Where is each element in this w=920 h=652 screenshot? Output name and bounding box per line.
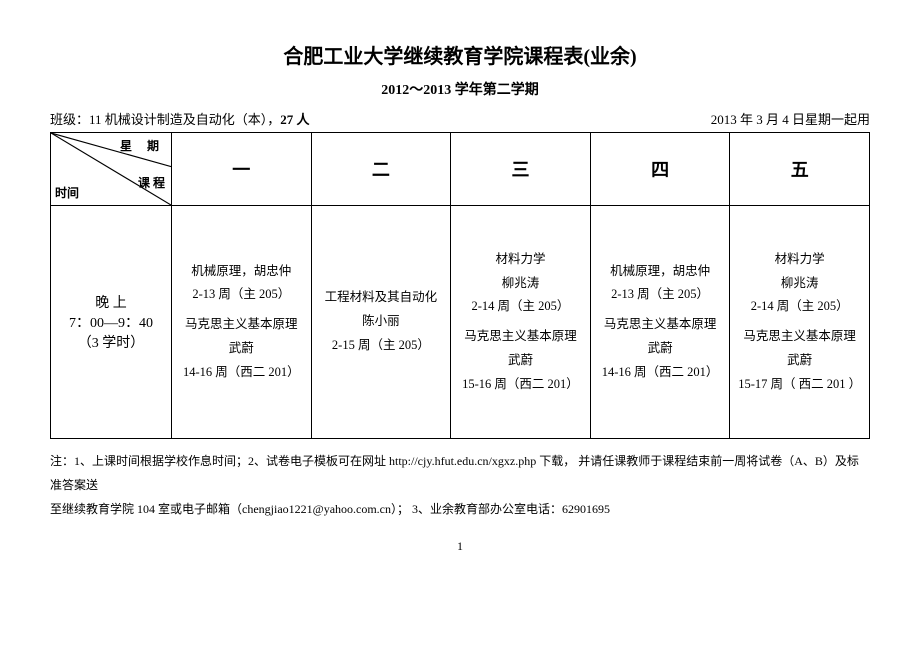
course-line: 武蔚 bbox=[597, 337, 724, 361]
course-line: 14-16 周（西二 201） bbox=[597, 361, 724, 385]
course-line: 材料力学 bbox=[736, 248, 863, 272]
course-line: 14-16 周（西二 201） bbox=[178, 361, 305, 385]
day-header-5: 五 bbox=[730, 133, 870, 206]
course-line: 马克思主义基本原理 bbox=[457, 325, 584, 349]
course-line: 陈小丽 bbox=[318, 310, 445, 334]
effective-date: 2013 年 3 月 4 日星期一起用 bbox=[711, 109, 870, 128]
class-info-count: 27 人 bbox=[280, 112, 309, 127]
class-info: 班级：11 机械设计制造及自动化（本），27 人 bbox=[50, 109, 310, 128]
time-slot: 晚 上 7：00—9：40 （3 学时） bbox=[51, 206, 172, 439]
course-block: 马克思主义基本原理武蔚14-16 周（西二 201） bbox=[597, 313, 724, 384]
course-line: 15-16 周（西二 201） bbox=[457, 373, 584, 397]
course-line: 2-14 周（主 205） bbox=[736, 295, 863, 319]
day-header-2: 二 bbox=[311, 133, 451, 206]
course-block: 材料力学柳兆涛2-14 周（主 205） bbox=[736, 248, 863, 319]
footer-note-line2: 至继续教育学院 104 室或电子邮箱（chengjiao1221@yahoo.c… bbox=[50, 502, 562, 516]
day-header-4: 四 bbox=[590, 133, 730, 206]
course-cell-fri: 材料力学柳兆涛2-14 周（主 205）马克思主义基本原理武蔚15-17 周（ … bbox=[730, 206, 870, 439]
course-line: 马克思主义基本原理 bbox=[597, 313, 724, 337]
header-week-label: 星 期 bbox=[120, 137, 165, 154]
time-slot-range: 7：00—9：40 bbox=[57, 312, 165, 332]
footer-note: 注：1、上课时间根据学校作息时间；2、试卷电子模板可在网址 http://cjy… bbox=[50, 449, 870, 521]
semester-subtitle: 2012～2013 学年第二学期 bbox=[50, 79, 870, 99]
header-course-label: 课 程 bbox=[138, 174, 165, 191]
course-line: 武蔚 bbox=[736, 349, 863, 373]
course-line: 柳兆涛 bbox=[457, 272, 584, 296]
table-row: 晚 上 7：00—9：40 （3 学时） 机械原理，胡忠仲2-13 周（主 20… bbox=[51, 206, 870, 439]
course-line: 工程材料及其自动化 bbox=[318, 286, 445, 310]
course-cell-mon: 机械原理，胡忠仲2-13 周（主 205） 马克思主义基本原理武蔚14-16 周（… bbox=[172, 206, 312, 439]
course-line: 马克思主义基本原理 bbox=[178, 313, 305, 337]
course-line: 2-13 周（主 205） bbox=[178, 283, 305, 307]
course-line: 机械原理，胡忠仲 bbox=[597, 260, 724, 284]
info-row: 班级：11 机械设计制造及自动化（本），27 人 2013 年 3 月 4 日星… bbox=[50, 109, 870, 128]
course-block: 马克思主义基本原理武蔚15-16 周（西二 201） bbox=[457, 325, 584, 396]
page-number: 1 bbox=[50, 539, 870, 554]
time-slot-periods: （3 学时） bbox=[57, 332, 165, 352]
schedule-table: 星 期 课 程 时间 一 二 三 四 五 晚 上 7：00—9：40 （3 学时… bbox=[50, 132, 870, 439]
day-header-1: 一 bbox=[172, 133, 312, 206]
course-line: 2-15 周（主 205） bbox=[318, 334, 445, 358]
course-line: 2-14 周（主 205） bbox=[457, 295, 584, 319]
course-line: 柳兆涛 bbox=[736, 272, 863, 296]
header-time-label: 时间 bbox=[55, 184, 79, 201]
course-line: 武蔚 bbox=[178, 337, 305, 361]
course-cell-tue: 工程材料及其自动化陈小丽2-15 周（主 205） bbox=[311, 206, 451, 439]
footer-url-link[interactable]: http://cjy.hfut.edu.cn/xgxz.php bbox=[389, 454, 536, 468]
course-line: 2-13 周（主 205） bbox=[597, 283, 724, 307]
course-line: 武蔚 bbox=[457, 349, 584, 373]
footer-phone: 62901695 bbox=[562, 502, 610, 516]
course-line: 马克思主义基本原理 bbox=[736, 325, 863, 349]
course-line: 15-17 周（ 西二 201 ） bbox=[736, 373, 863, 397]
diagonal-header: 星 期 课 程 时间 bbox=[51, 133, 172, 206]
course-block: 材料力学柳兆涛2-14 周（主 205） bbox=[457, 248, 584, 319]
day-header-3: 三 bbox=[451, 133, 591, 206]
course-line: 材料力学 bbox=[457, 248, 584, 272]
class-info-prefix: 班级：11 机械设计制造及自动化（本）， bbox=[50, 112, 280, 127]
header-row: 星 期 课 程 时间 一 二 三 四 五 bbox=[51, 133, 870, 206]
footer-note-prefix: 注：1、上课时间根据学校作息时间；2、试卷电子模板可在网址 bbox=[50, 454, 389, 468]
course-line: 机械原理，胡忠仲 bbox=[178, 260, 305, 284]
course-block: 工程材料及其自动化陈小丽2-15 周（主 205） bbox=[318, 286, 445, 357]
page-title: 合肥工业大学继续教育学院课程表(业余) bbox=[50, 40, 870, 69]
course-block: 马克思主义基本原理武蔚15-17 周（ 西二 201 ） bbox=[736, 325, 863, 396]
course-block: 马克思主义基本原理武蔚14-16 周（西二 201） bbox=[178, 313, 305, 384]
course-cell-thu: 机械原理，胡忠仲2-13 周（主 205） 马克思主义基本原理武蔚14-16 周（… bbox=[590, 206, 730, 439]
course-block: 机械原理，胡忠仲2-13 周（主 205） bbox=[178, 260, 305, 308]
course-block: 机械原理，胡忠仲2-13 周（主 205） bbox=[597, 260, 724, 308]
course-cell-wed: 材料力学柳兆涛2-14 周（主 205）马克思主义基本原理武蔚15-16 周（西… bbox=[451, 206, 591, 439]
time-slot-label: 晚 上 bbox=[57, 292, 165, 312]
